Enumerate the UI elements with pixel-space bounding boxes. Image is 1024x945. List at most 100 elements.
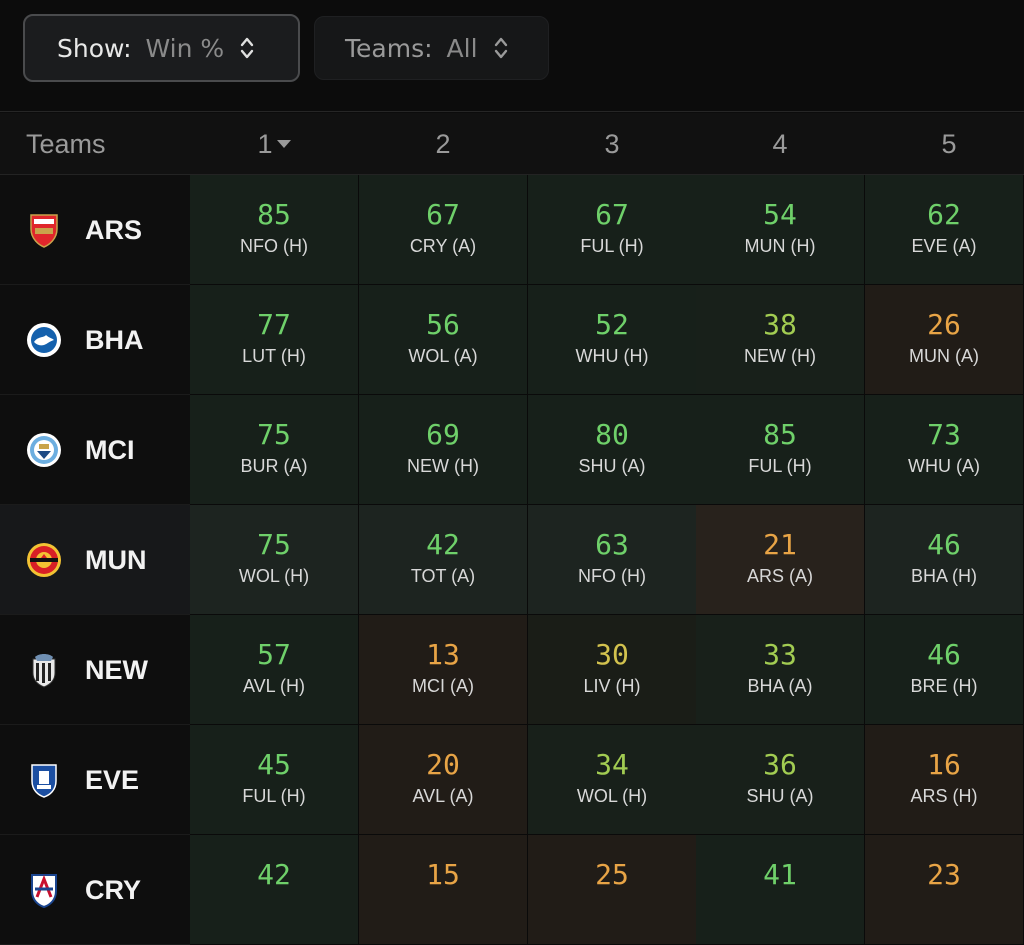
fixture-cell[interactable]: 25	[528, 835, 697, 945]
fixture-cell[interactable]: 46 BRE (H)	[865, 615, 1024, 725]
fixture-cell[interactable]: 67 FUL (H)	[528, 175, 697, 285]
team-row[interactable]: BHA 77 LUT (H) 56 WOL (A) 52 WHU (H) 38 NEW (H) 2…	[0, 285, 1024, 395]
fixture-cell[interactable]: 75 BUR (A)	[190, 395, 359, 505]
fixture-grid: ARS 85 NFO (H) 67 CRY (A) 67 FUL (H) 54 MUN (H) 6…	[0, 175, 1024, 945]
table-header: Teams 1 2 3 4 5	[0, 113, 1024, 175]
team-row[interactable]: ARS 85 NFO (H) 67 CRY (A) 67 FUL (H) 54 MUN (H) 6…	[0, 175, 1024, 285]
opponent-label: MUN (A)	[909, 346, 979, 366]
team-cell[interactable]: EVE	[0, 725, 190, 835]
fixture-cell[interactable]: 26 MUN (A)	[865, 285, 1024, 395]
win-percentage: 36	[763, 748, 797, 781]
fixture-cell[interactable]: 56 WOL (A)	[359, 285, 528, 395]
teams-filter-dropdown[interactable]: Teams: All	[314, 16, 549, 80]
fixture-cell[interactable]: 80 SHU (A)	[528, 395, 697, 505]
team-cell[interactable]: ARS	[0, 175, 190, 285]
opponent-label: BHA (A)	[747, 676, 813, 696]
win-percentage: 85	[257, 198, 291, 231]
opponent-label: LIV (H)	[583, 676, 641, 696]
fixture-cell[interactable]: 69 NEW (H)	[359, 395, 528, 505]
win-percentage: 23	[927, 858, 961, 891]
fixture-cell[interactable]: 21 ARS (A)	[696, 505, 865, 615]
fixture-cell[interactable]: 45 FUL (H)	[190, 725, 359, 835]
team-abbreviation: CRY	[85, 875, 142, 905]
fixture-cell[interactable]: 73 WHU (A)	[865, 395, 1024, 505]
up-down-chevron-icon	[494, 35, 508, 61]
team-row[interactable]: MUN 75 WOL (H) 42 TOT (A) 63 NFO (H) 21 ARS (A) 4…	[0, 505, 1024, 615]
fixture-cell[interactable]: 30 LIV (H)	[528, 615, 697, 725]
fixture-cell[interactable]: 85 NFO (H)	[190, 175, 359, 285]
crystal-palace-crest-icon	[25, 871, 63, 909]
fixture-cell[interactable]: 23	[865, 835, 1024, 945]
opponent-label: NEW (H)	[744, 346, 816, 366]
win-percentage: 67	[595, 198, 629, 231]
win-percentage: 56	[426, 308, 460, 341]
fixture-cell[interactable]: 33 BHA (A)	[696, 615, 865, 725]
opponent-label: FUL (H)	[580, 236, 644, 256]
team-cell[interactable]: BHA	[0, 285, 190, 395]
gameweek-4-header[interactable]: 4	[772, 129, 788, 159]
opponent-label: CRY (A)	[409, 236, 477, 256]
fixture-cell[interactable]: 20 AVL (A)	[359, 725, 528, 835]
win-percentage: 20	[426, 748, 460, 781]
opponent-label: LUT (H)	[242, 346, 306, 366]
fixture-cell[interactable]: 16 ARS (H)	[865, 725, 1024, 835]
win-percentage: 25	[595, 858, 629, 891]
opponent-label: NEW (H)	[407, 456, 479, 476]
opponent-label: AVL (H)	[242, 676, 305, 696]
fixture-cell[interactable]: 85 FUL (H)	[696, 395, 865, 505]
gameweek-3-header[interactable]: 3	[604, 129, 620, 159]
fixture-cell[interactable]: 75 WOL (H)	[190, 505, 359, 615]
show-label: Show:	[57, 33, 132, 63]
show-metric-dropdown[interactable]: Show: Win %	[23, 14, 300, 82]
opponent-label: WOL (H)	[576, 786, 648, 806]
win-percentage: 73	[927, 418, 961, 451]
win-percentage: 16	[927, 748, 961, 781]
fixture-cell[interactable]: 42 TOT (A)	[359, 505, 528, 615]
win-percentage: 57	[257, 638, 291, 671]
fixture-cell[interactable]: 77 LUT (H)	[190, 285, 359, 395]
fixture-cell[interactable]: 57 AVL (H)	[190, 615, 359, 725]
newcastle-crest-icon	[25, 651, 63, 689]
win-percentage: 62	[927, 198, 961, 231]
fixture-cell[interactable]: 15	[359, 835, 528, 945]
gameweek-2-header[interactable]: 2	[435, 129, 451, 159]
gameweek-1-header[interactable]: 1	[190, 113, 358, 175]
team-abbreviation: NEW	[85, 655, 148, 685]
opponent-label: AVL (A)	[412, 786, 474, 806]
win-percentage: 45	[257, 748, 291, 781]
team-cell[interactable]: CRY	[0, 835, 190, 945]
fixture-cell[interactable]: 67 CRY (A)	[359, 175, 528, 285]
team-row[interactable]: NEW 57 AVL (H) 13 MCI (A) 30 LIV (H) 33 BHA (A) 4…	[0, 615, 1024, 725]
team-row[interactable]: MCI 75 BUR (A) 69 NEW (H) 80 SHU (A) 85 FUL (H) 7…	[0, 395, 1024, 505]
team-cell[interactable]: MCI	[0, 395, 190, 505]
fixture-cell[interactable]: 42	[190, 835, 359, 945]
team-row[interactable]: CRY 42 15 25 41 23	[0, 835, 1024, 945]
fixture-cell[interactable]: 34 WOL (H)	[528, 725, 697, 835]
fixture-cell[interactable]: 41	[696, 835, 865, 945]
win-percentage: 13	[426, 638, 460, 671]
opponent-label: WHU (H)	[575, 346, 649, 366]
gameweek-5-header[interactable]: 5	[941, 129, 957, 159]
win-percentage: 80	[595, 418, 629, 451]
win-percentage: 85	[763, 418, 797, 451]
fixture-cell[interactable]: 62 EVE (A)	[865, 175, 1024, 285]
team-cell[interactable]: MUN	[0, 505, 190, 615]
fixture-cell[interactable]: 36 SHU (A)	[696, 725, 865, 835]
team-abbreviation: BHA	[85, 325, 144, 355]
team-abbreviation: MCI	[85, 435, 135, 465]
fixture-cell[interactable]: 46 BHA (H)	[865, 505, 1024, 615]
teams-filter-value: All	[446, 33, 478, 63]
fixture-cell[interactable]: 54 MUN (H)	[696, 175, 865, 285]
win-percentage: 38	[763, 308, 797, 341]
fixture-cell[interactable]: 52 WHU (H)	[528, 285, 697, 395]
opponent-label: BHA (H)	[910, 566, 977, 586]
team-row[interactable]: EVE 45 FUL (H) 20 AVL (A) 34 WOL (H) 36 SHU (A) 1…	[0, 725, 1024, 835]
opponent-label: ARS (H)	[910, 786, 978, 806]
team-cell[interactable]: NEW	[0, 615, 190, 725]
fixture-cell[interactable]: 63 NFO (H)	[528, 505, 697, 615]
fixture-cell[interactable]: 38 NEW (H)	[696, 285, 865, 395]
fixture-cell[interactable]: 13 MCI (A)	[359, 615, 528, 725]
filter-bar: Show: Win % Teams: All	[0, 0, 1024, 112]
team-abbreviation: EVE	[85, 765, 140, 795]
win-percentage: 52	[595, 308, 629, 341]
